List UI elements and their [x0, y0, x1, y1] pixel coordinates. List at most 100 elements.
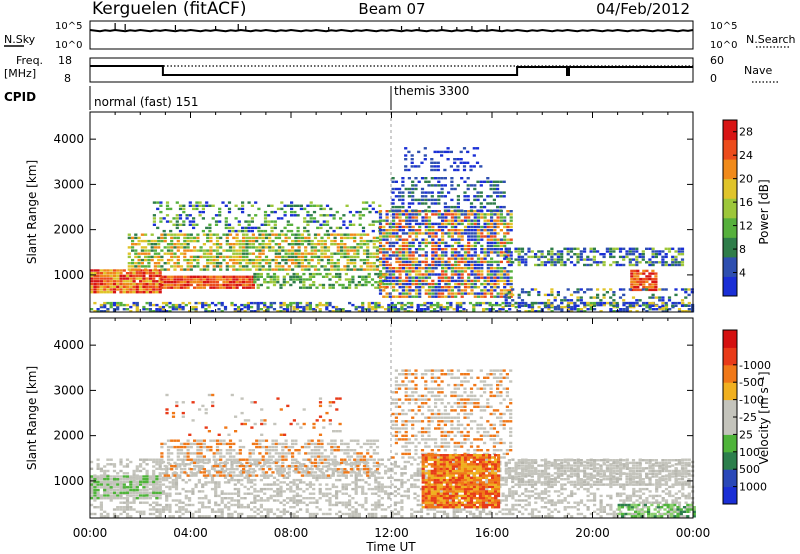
range-cell: [398, 260, 402, 264]
range-cell: [648, 308, 652, 311]
range-cell: [297, 236, 301, 240]
range-cell: [395, 267, 399, 270]
range-cell: [325, 476, 329, 479]
range-cell: [473, 184, 477, 187]
range-cell: [431, 251, 435, 254]
range-cell: [583, 301, 587, 305]
range-cell: [202, 255, 206, 259]
range-cell: [140, 262, 144, 265]
range-cell: [261, 252, 265, 255]
range-cell: [636, 272, 640, 275]
range-cell: [414, 295, 419, 298]
range-cell: [433, 161, 437, 164]
range-cell: [251, 286, 255, 289]
range-cell: [460, 295, 464, 298]
range-cell: [256, 305, 260, 309]
range-cell: [424, 232, 428, 235]
range-cell: [586, 255, 590, 259]
range-cell: [353, 252, 357, 255]
range-cell: [651, 255, 655, 259]
range-cell: [312, 483, 316, 486]
power-y-label: Slant Range [km]: [25, 160, 39, 264]
range-cell: [550, 258, 554, 261]
range-cell: [374, 506, 378, 509]
range-cell: [112, 310, 117, 313]
range-cell: [450, 225, 454, 229]
range-cell: [489, 187, 493, 191]
range-cell: [503, 267, 507, 270]
range-cell: [292, 497, 296, 500]
range-cell: [427, 270, 432, 273]
range-cell: [157, 243, 161, 246]
range-cell: [245, 233, 249, 236]
range-cell: [184, 508, 188, 511]
range-cell: [261, 233, 265, 236]
range-cell: [499, 248, 503, 251]
range-cell: [232, 255, 236, 259]
range-cell: [351, 481, 355, 484]
range-cell: [351, 278, 355, 281]
range-cell: [90, 277, 94, 280]
range-cell: [437, 222, 441, 226]
range-cell: [152, 274, 156, 278]
range-cell: [408, 270, 412, 273]
colorbar-tick-label: 12: [739, 220, 753, 233]
range-cell: [206, 233, 210, 236]
sky-spikes: [114, 23, 501, 30]
range-cell: [382, 225, 386, 229]
range-cell: [220, 508, 224, 511]
range-cell: [263, 460, 267, 464]
range-cell: [302, 490, 306, 493]
range-cell: [206, 278, 210, 281]
range-cell: [325, 272, 329, 276]
range-cell: [325, 305, 329, 309]
range-cell: [390, 463, 394, 466]
range-cell: [191, 305, 195, 309]
freq-panel-frame: [89, 57, 694, 83]
range-cell: [418, 292, 422, 295]
range-cell: [473, 241, 477, 245]
range-cell: [308, 512, 312, 516]
range-cell: [295, 305, 299, 309]
range-cell: [443, 205, 447, 209]
range-cell: [127, 252, 131, 255]
range-cell: [496, 222, 500, 226]
range-cell: [356, 255, 360, 259]
range-cell: [228, 246, 233, 249]
range-cell: [235, 268, 239, 271]
range-cell: [423, 303, 427, 307]
range-cell: [237, 223, 241, 226]
range-cell: [135, 303, 139, 307]
range-cell: [486, 202, 490, 205]
range-cell: [340, 252, 344, 255]
range-cell: [354, 492, 358, 495]
range-cell: [242, 286, 246, 289]
range-cell: [431, 289, 435, 292]
range-cell: [677, 310, 682, 313]
range-cell: [160, 286, 164, 289]
range-cell: [442, 510, 446, 513]
range-cell: [501, 301, 505, 305]
range-cell: [476, 270, 481, 273]
range-cell: [489, 180, 493, 183]
range-cell: [388, 276, 392, 279]
range-cell: [297, 258, 301, 262]
range-cell: [413, 478, 417, 482]
range-cell: [470, 222, 474, 226]
range-cell: [504, 255, 508, 259]
range-cell: [424, 213, 428, 216]
range-cell: [323, 246, 327, 249]
range-cell: [106, 458, 110, 461]
range-cell: [467, 241, 471, 245]
range-cell: [401, 202, 405, 205]
range-cell: [341, 503, 345, 507]
range-cell: [304, 258, 308, 262]
range-cell: [400, 472, 404, 475]
range-cell: [183, 283, 187, 287]
range-cell: [271, 258, 275, 262]
range-cell: [266, 512, 270, 516]
range-cell: [158, 515, 162, 518]
range-cell: [563, 305, 567, 309]
range-cell: [194, 474, 198, 477]
range-cell: [504, 497, 508, 500]
